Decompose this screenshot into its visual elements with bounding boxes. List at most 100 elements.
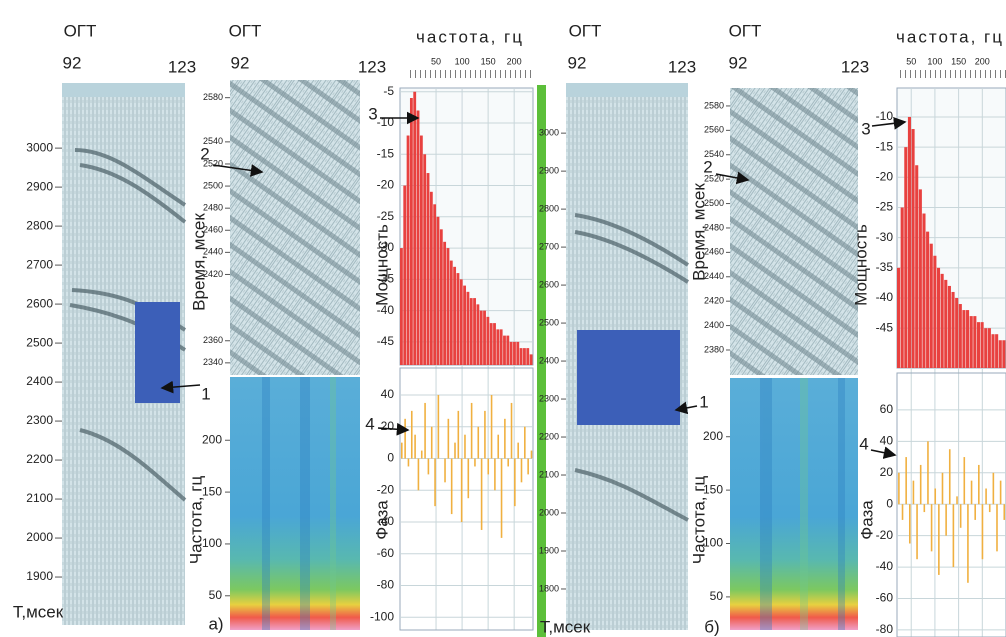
bar	[410, 98, 413, 365]
bar	[411, 411, 413, 459]
bar	[428, 459, 430, 475]
y-tick-label: 40	[880, 434, 894, 448]
y-tick-label: -10	[876, 109, 894, 123]
arrow-label: 2	[703, 157, 712, 176]
y-tick-label: 2900	[26, 179, 53, 193]
y-tick-label: 1900	[26, 569, 53, 583]
bar	[511, 403, 513, 459]
y-tick-label: 2100	[26, 491, 53, 505]
y-tick-label: 3000	[539, 128, 559, 138]
bar	[434, 459, 436, 507]
freq-tick-label: 50	[209, 588, 223, 602]
arrow-label: 1	[201, 384, 210, 403]
spectrogram	[230, 377, 360, 630]
y-tick-label: 2900	[539, 166, 559, 176]
y-tick-label: -20	[876, 528, 894, 542]
bar	[454, 443, 456, 459]
y-tick-label: 2500	[539, 317, 559, 327]
bar	[433, 204, 436, 365]
bar	[1003, 504, 1005, 520]
y-tick-label: -25	[876, 200, 894, 214]
trace-start: 92	[231, 53, 250, 72]
y-tick-label: 2600	[26, 296, 53, 310]
bar	[916, 504, 918, 559]
x-tick-label: 50	[906, 56, 916, 66]
y-tick-label: 2580	[704, 100, 724, 110]
bar	[941, 274, 944, 368]
y-tick-label: -45	[876, 320, 894, 334]
arrow-label: 4	[365, 414, 374, 433]
y-tick-label: 2500	[704, 198, 724, 208]
y-tick-label: 2440	[203, 247, 223, 257]
bar	[457, 273, 460, 365]
bar	[948, 286, 951, 368]
y-tick-label: -40	[876, 559, 894, 573]
trace-end: 123	[358, 57, 386, 76]
bar	[490, 323, 493, 365]
bar	[526, 348, 529, 365]
bar	[527, 459, 529, 475]
y-tick-label: 2500	[203, 180, 223, 190]
page: ОГТ92123Т,мсек19002000210022002300240025…	[0, 0, 1006, 637]
freq-tick-label: 50	[710, 589, 724, 603]
bar	[991, 334, 994, 368]
bar	[448, 419, 450, 459]
bar	[438, 395, 440, 459]
x-tick-label: 100	[927, 56, 942, 66]
header: ОГТ	[64, 21, 97, 40]
bar	[460, 279, 463, 365]
bar	[487, 459, 489, 475]
bar	[467, 459, 469, 499]
bar	[926, 232, 929, 368]
figure: ОГТ92123Т,мсек19002000210022002300240025…	[0, 0, 1006, 637]
bar	[920, 465, 922, 504]
ruler	[410, 70, 535, 78]
bar	[514, 459, 516, 507]
bar	[973, 316, 976, 368]
y-tick-label: 2500	[26, 335, 53, 349]
plot-area	[400, 368, 533, 630]
bar	[530, 354, 533, 365]
y-tick-label: -25	[377, 209, 395, 223]
bar	[999, 340, 1002, 368]
trace-start: 92	[63, 53, 82, 72]
bar	[467, 292, 470, 365]
y-tick-label: 2420	[203, 269, 223, 279]
y-tick-label: -20	[377, 482, 395, 496]
y-tick-label: 2800	[539, 203, 559, 213]
seismic-window	[230, 80, 360, 375]
bar	[453, 267, 456, 365]
seismic-window	[730, 88, 858, 375]
bar	[897, 268, 900, 368]
trace-end: 123	[668, 57, 696, 76]
arrow-label: 2	[200, 144, 209, 163]
bar	[506, 336, 509, 365]
bar	[443, 242, 446, 365]
bar	[942, 473, 944, 504]
bar	[971, 481, 973, 505]
y-tick-label: -80	[377, 578, 395, 592]
bar	[474, 459, 476, 467]
y-tick-label: 2000	[26, 530, 53, 544]
freq-axis-label: частота, гц	[896, 27, 1004, 46]
y-tick-label: 2460	[704, 247, 724, 257]
bar	[516, 342, 519, 365]
arrow-label: 3	[861, 119, 870, 138]
ruler	[897, 70, 1006, 78]
y-tick-label: 2300	[26, 413, 53, 427]
y-tick-label: 2700	[26, 257, 53, 271]
bar	[476, 304, 479, 365]
bar	[974, 504, 976, 520]
time-unit: Т,мсек	[13, 602, 64, 621]
bar	[481, 459, 483, 530]
bar	[949, 449, 951, 504]
y-tick-label: 2480	[203, 203, 223, 213]
bar	[483, 311, 486, 365]
y-tick-label: 0	[886, 496, 893, 510]
bar	[473, 298, 476, 365]
bar	[912, 129, 915, 368]
bar	[959, 304, 962, 368]
x-tick-label: 100	[455, 56, 470, 66]
y-tick-label: -60	[377, 546, 395, 560]
y-tick-label: 2000	[539, 507, 559, 517]
